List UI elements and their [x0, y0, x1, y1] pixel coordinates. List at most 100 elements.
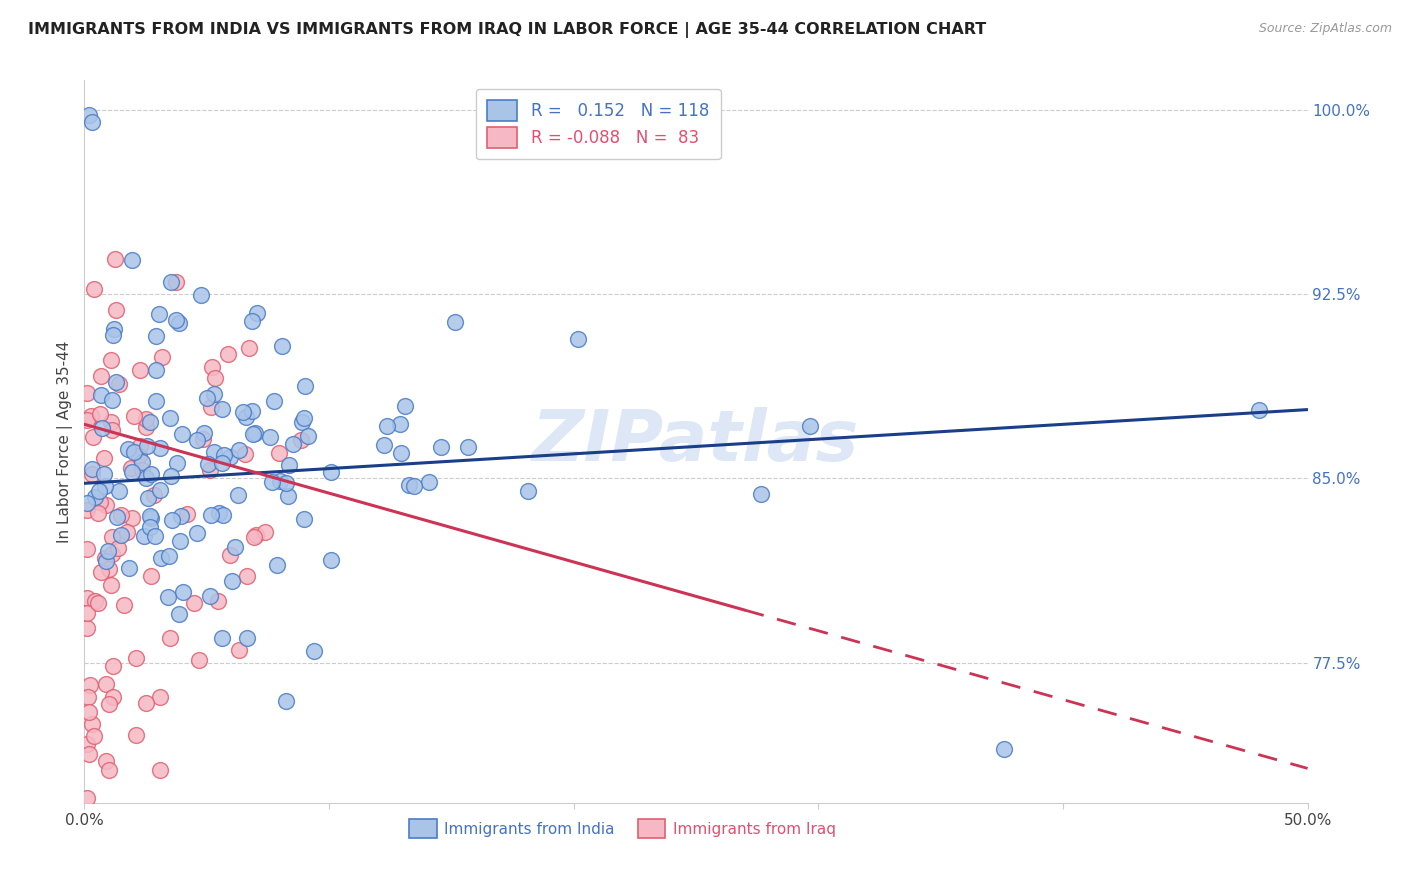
Point [87, 596, 110, 610]
Point [100, 578, 122, 592]
Point [79, 678, 101, 692]
Point [183, 596, 205, 610]
Point [165, 275, 187, 289]
Point [457, 440, 479, 454]
Point [114, 599, 136, 613]
Point [77, 705, 100, 719]
Text: Source: ZipAtlas.com: Source: ZipAtlas.com [1258, 22, 1392, 36]
Point [90, 421, 112, 435]
Point [145, 363, 167, 377]
Point [266, 558, 288, 572]
Point [131, 463, 153, 477]
Point [277, 458, 299, 472]
Point [262, 475, 284, 489]
Point [202, 387, 225, 401]
Point [82, 467, 104, 481]
Point [243, 530, 266, 544]
Point [167, 607, 190, 622]
Point [122, 409, 145, 424]
Point [141, 510, 163, 524]
Point [134, 412, 156, 426]
Point [149, 441, 172, 455]
Point [94, 676, 117, 690]
Point [138, 520, 160, 534]
Point [83, 490, 105, 504]
Point [98, 763, 121, 777]
Point [388, 417, 411, 431]
Point [107, 377, 129, 392]
Point [267, 446, 290, 460]
Point [993, 741, 1015, 756]
Point [121, 511, 143, 525]
Point [105, 510, 128, 524]
Point [186, 525, 208, 540]
Point [98, 561, 121, 575]
Point [97, 697, 120, 711]
Point [236, 632, 259, 646]
Point [80, 717, 103, 731]
Point [77, 108, 100, 122]
Point [211, 631, 233, 645]
Point [200, 400, 222, 414]
Point [165, 313, 187, 327]
Point [135, 471, 157, 485]
Point [129, 362, 152, 376]
Point [254, 524, 277, 539]
Point [193, 432, 215, 446]
Point [143, 487, 166, 501]
Point [176, 508, 198, 522]
Point [90, 369, 112, 384]
Point [90, 565, 112, 579]
Point [77, 747, 100, 761]
Point [290, 434, 312, 448]
Point [76, 737, 98, 751]
Point [138, 415, 160, 429]
Point [120, 461, 142, 475]
Point [160, 513, 183, 527]
Point [193, 425, 215, 440]
Point [198, 589, 221, 603]
Point [122, 445, 145, 459]
Point [245, 528, 267, 542]
Point [135, 697, 157, 711]
Point [121, 252, 143, 267]
Point [208, 506, 231, 520]
Point [157, 549, 180, 563]
Point [274, 475, 297, 490]
Point [375, 419, 398, 434]
Point [187, 653, 209, 667]
Point [170, 508, 193, 523]
Point [108, 484, 131, 499]
Point [139, 509, 162, 524]
Point [263, 393, 285, 408]
Point [143, 529, 166, 543]
Point [89, 494, 111, 508]
Point [76, 413, 98, 427]
Point [389, 446, 412, 460]
Point [294, 512, 316, 526]
Text: IMMIGRANTS FROM INDIA VS IMMIGRANTS FROM IRAQ IN LABOR FORCE | AGE 35-44 CORRELA: IMMIGRANTS FROM INDIA VS IMMIGRANTS FROM… [28, 22, 987, 38]
Point [89, 408, 111, 422]
Point [274, 694, 297, 708]
Point [125, 651, 148, 665]
Point [76, 495, 98, 509]
Point [198, 463, 221, 477]
Point [233, 447, 256, 461]
Point [118, 561, 141, 575]
Point [156, 590, 179, 604]
Point [169, 316, 191, 330]
Point [169, 534, 191, 549]
Point [204, 371, 226, 385]
Point [259, 430, 281, 444]
Point [302, 644, 325, 658]
Point [90, 388, 112, 402]
Point [76, 621, 98, 635]
Point [240, 404, 263, 418]
Point [101, 547, 124, 561]
Point [93, 467, 115, 481]
Point [131, 455, 153, 469]
Point [96, 498, 118, 512]
Point [82, 430, 104, 444]
Point [211, 402, 233, 417]
Point [319, 465, 342, 479]
